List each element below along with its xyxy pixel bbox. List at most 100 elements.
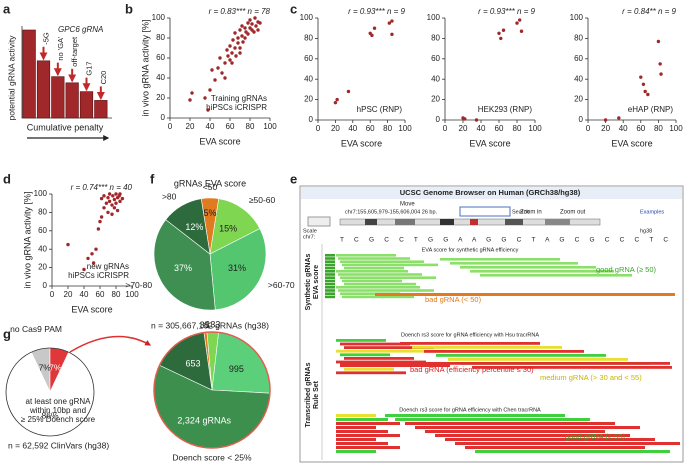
band bbox=[505, 219, 523, 225]
point bbox=[91, 261, 96, 265]
bar bbox=[79, 91, 94, 119]
point bbox=[659, 72, 663, 76]
point bbox=[223, 76, 227, 80]
point bbox=[499, 36, 503, 41]
point bbox=[252, 30, 256, 34]
track-feature bbox=[375, 293, 675, 296]
point bbox=[114, 201, 118, 205]
track-feature bbox=[412, 346, 562, 349]
track-feature bbox=[336, 446, 400, 449]
point bbox=[641, 82, 646, 87]
track-feature bbox=[460, 266, 596, 269]
annotation: r = 0.84** n = 9 bbox=[622, 7, 676, 16]
point bbox=[333, 100, 338, 105]
point bbox=[639, 75, 643, 79]
chart-title: gRNAs EVA score bbox=[174, 178, 246, 188]
x-tick-label: 100 bbox=[669, 124, 683, 133]
track-feature bbox=[336, 418, 388, 421]
y-tick-label: 40 bbox=[574, 74, 583, 83]
track-title: Doench rs3 score for gRNA efficiency wit… bbox=[401, 332, 539, 338]
category-label: <50 bbox=[203, 182, 218, 192]
band bbox=[545, 219, 570, 225]
y-tick-label: 0 bbox=[161, 113, 166, 122]
point bbox=[206, 108, 210, 112]
x-axis-label: EVA score bbox=[469, 138, 510, 148]
track-feature bbox=[336, 450, 376, 453]
side-label: Rule Set bbox=[313, 380, 320, 409]
point bbox=[658, 62, 662, 66]
point bbox=[230, 51, 234, 55]
x-axis-label: EVA score bbox=[71, 304, 112, 314]
y-tick-label: 40 bbox=[156, 73, 165, 82]
annotation: r = 0.93*** n = 9 bbox=[478, 7, 535, 16]
track-feature bbox=[338, 273, 422, 276]
x-axis-label: EVA score bbox=[199, 136, 240, 146]
point bbox=[387, 21, 392, 25]
track-feature bbox=[405, 422, 615, 425]
slice bbox=[211, 332, 271, 394]
point bbox=[258, 21, 262, 25]
point bbox=[110, 203, 114, 207]
bar bbox=[51, 76, 65, 119]
scale: Scale bbox=[303, 228, 317, 234]
slice bbox=[209, 198, 261, 255]
track-feature bbox=[340, 292, 400, 295]
track-feature bbox=[338, 289, 434, 292]
point bbox=[226, 54, 230, 58]
multi-region[interactable] bbox=[307, 216, 331, 227]
slice bbox=[209, 228, 267, 311]
point bbox=[106, 195, 110, 200]
point bbox=[220, 71, 224, 75]
point bbox=[646, 92, 650, 97]
y-tick-label: 100 bbox=[34, 189, 48, 198]
track-feature bbox=[450, 262, 578, 265]
point bbox=[233, 31, 237, 35]
point bbox=[230, 61, 234, 65]
point bbox=[474, 118, 479, 122]
x-tick-label: 0 bbox=[443, 124, 448, 133]
track-feature bbox=[425, 430, 605, 433]
track-feature bbox=[472, 366, 672, 369]
examples[interactable]: Examples bbox=[640, 209, 664, 215]
caption: Doench score < 25% bbox=[172, 452, 252, 462]
track-feature bbox=[336, 254, 396, 257]
caption: n = 62,592 ClinVars (hg38) bbox=[8, 440, 109, 450]
category-label: ≥50-60 bbox=[249, 195, 276, 205]
track-feature bbox=[475, 450, 670, 453]
pie-outline bbox=[5, 347, 95, 437]
y-tick-label: 40 bbox=[38, 244, 47, 253]
caption: n = 305,667,162 gRNAs (hg38) bbox=[151, 320, 269, 330]
track-feature bbox=[400, 342, 540, 345]
value-label: 7% bbox=[39, 363, 52, 373]
point bbox=[118, 199, 122, 204]
side-label: Transcribed gRNAs bbox=[305, 362, 312, 427]
point bbox=[110, 212, 114, 216]
x-tick-label: 60 bbox=[226, 122, 235, 131]
point bbox=[107, 192, 112, 196]
track-feature bbox=[440, 258, 560, 261]
bar bbox=[22, 29, 36, 119]
browser-labels: good gRNA (≥ 50) bad gRNA (< 50) bad gRN… bbox=[410, 265, 656, 441]
slice bbox=[165, 198, 211, 255]
search[interactable]: Search bbox=[512, 209, 529, 215]
pie bbox=[5, 347, 95, 437]
point bbox=[104, 201, 109, 205]
point bbox=[112, 197, 117, 202]
search-box[interactable] bbox=[459, 206, 511, 217]
point bbox=[463, 117, 467, 121]
panel-label: c bbox=[290, 1, 297, 16]
value-label: 7% bbox=[49, 363, 62, 373]
chart-title: GPC6 gRNA bbox=[58, 25, 103, 34]
pie bbox=[153, 331, 271, 449]
point bbox=[102, 194, 106, 198]
point bbox=[203, 96, 207, 100]
track-feature bbox=[336, 442, 388, 445]
annotation: G17 bbox=[84, 61, 93, 75]
value-label: 5% bbox=[203, 208, 216, 218]
x-tick-label: 0 bbox=[316, 124, 321, 133]
note: Training gRNAs bbox=[211, 94, 267, 103]
point bbox=[390, 19, 394, 23]
note: HEK293 (RNP) bbox=[478, 105, 533, 114]
x-axis-label: EVA score bbox=[341, 138, 382, 148]
